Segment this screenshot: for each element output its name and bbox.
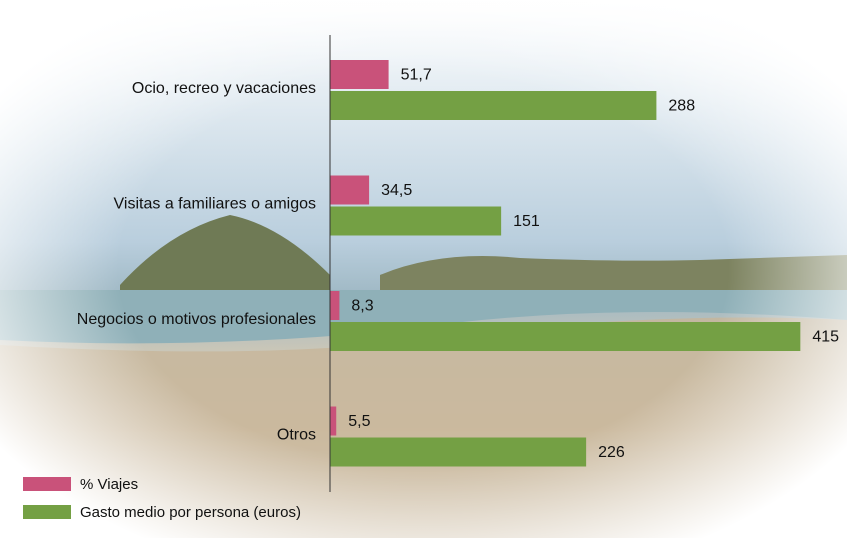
bar (330, 91, 657, 120)
category-label: Visitas a familiares o amigos (114, 196, 316, 213)
value-label: 8,3 (351, 298, 373, 315)
bar (330, 437, 587, 467)
value-label: 151 (513, 213, 540, 230)
bar (330, 322, 801, 351)
bar (330, 206, 502, 236)
value-label: 226 (598, 444, 625, 461)
bar (330, 291, 340, 320)
category-label: Negocios o motivos profesionales (77, 311, 316, 328)
legend-label: % Viajes (80, 476, 138, 493)
value-label: 415 (812, 329, 839, 346)
legend-swatch (23, 505, 71, 519)
legend-label: Gasto medio por persona (euros) (80, 504, 301, 521)
legend-swatch (23, 477, 71, 491)
bar (330, 60, 389, 89)
value-label: 51,7 (401, 67, 432, 84)
bar (330, 406, 337, 436)
value-label: 5,5 (348, 413, 370, 430)
value-label: 34,5 (381, 182, 412, 199)
bar (330, 175, 370, 205)
value-label: 288 (668, 98, 695, 115)
category-label: Otros (277, 427, 316, 444)
category-label: Ocio, recreo y vacaciones (132, 80, 316, 97)
